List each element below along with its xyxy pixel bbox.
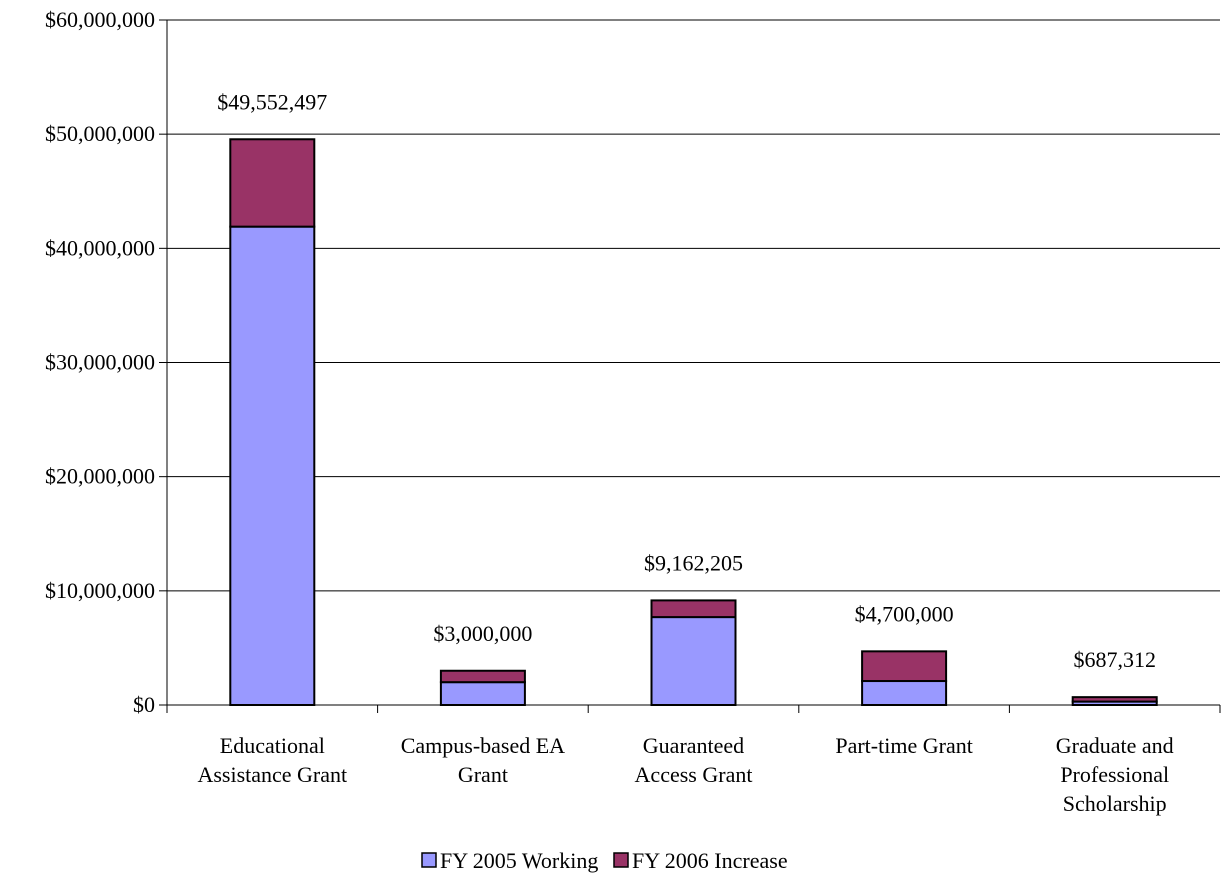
x-category-label: Grant (458, 762, 508, 787)
legend-swatch (421, 852, 437, 868)
y-tick-label: $50,000,000 (45, 121, 155, 146)
bar-total-label: $3,000,000 (433, 621, 532, 646)
x-category-label: Professional (1060, 762, 1169, 787)
y-tick-label: $30,000,000 (45, 350, 155, 375)
bar-segment-fy2006 (861, 650, 948, 683)
y-tick-label: $60,000,000 (45, 7, 155, 32)
x-category-label: Assistance Grant (197, 762, 347, 787)
axes: $0 $10,000,000 $20,000,000 $30,000,000 $40,0… (45, 7, 1221, 717)
x-category-label: Access Grant (635, 762, 753, 787)
bar-segment-fy2006 (439, 669, 526, 684)
bar-segment-fy2005 (861, 680, 948, 707)
x-category-label: Graduate and (1056, 733, 1174, 758)
y-tick-label: $0 (133, 692, 155, 717)
bar-total-label: $687,312 (1073, 647, 1156, 672)
y-tick-label: $40,000,000 (45, 235, 155, 260)
bar-segment-fy2005 (439, 681, 526, 707)
gridlines (167, 19, 1220, 592)
y-tick-label: $20,000,000 (45, 464, 155, 489)
x-category-label: Educational (220, 733, 325, 758)
legend: FY 2005 Working FY 2006 Increase (421, 848, 788, 873)
bars (229, 138, 1158, 707)
bar-segment-fy2006 (229, 138, 316, 228)
x-category-label: Guaranteed (643, 733, 744, 758)
legend-label: FY 2006 Increase (632, 848, 788, 873)
bar-segment-fy2006 (650, 599, 737, 619)
y-tick-label: $10,000,000 (45, 578, 155, 603)
bar-total-label: $4,700,000 (855, 601, 954, 626)
x-category-label: Campus-based EA (401, 733, 565, 758)
legend-swatch (613, 852, 629, 868)
bar-total-label: $49,552,497 (217, 89, 327, 114)
legend-label: FY 2005 Working (440, 848, 598, 873)
x-category-label: Part-time Grant (835, 733, 972, 758)
bar-segment-fy2006 (1071, 696, 1158, 703)
bar-segment-fy2005 (229, 225, 316, 706)
x-category-label: Scholarship (1063, 791, 1167, 816)
bar-total-label: $9,162,205 (644, 550, 743, 575)
labels: $49,552,497 Educational Assistance Grant $3… (197, 89, 1173, 816)
bar-segment-fy2005 (650, 616, 737, 707)
